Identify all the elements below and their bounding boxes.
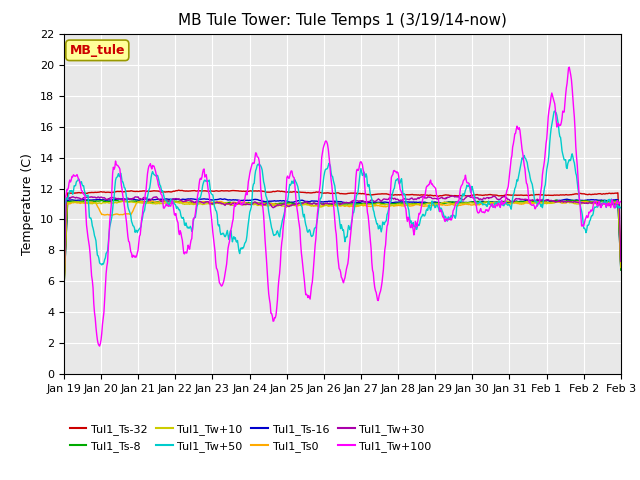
Tul1_Ts0: [401, 203, 408, 209]
Tul1_Tw+30: [228, 201, 236, 207]
Line: Tul1_Tw+10: Tul1_Tw+10: [64, 201, 621, 289]
Tul1_Ts-16: [432, 199, 440, 205]
Tul1_Ts-32: [228, 188, 236, 193]
Title: MB Tule Tower: Tule Temps 1 (3/19/14-now): MB Tule Tower: Tule Temps 1 (3/19/14-now…: [178, 13, 507, 28]
Tul1_Ts0: [277, 202, 285, 208]
Tul1_Ts0: [125, 211, 133, 217]
Tul1_Tw+10: [401, 201, 408, 207]
Tul1_Ts-32: [617, 263, 625, 268]
Tul1_Tw+30: [431, 196, 439, 202]
Tul1_Ts-8: [431, 200, 439, 206]
Line: Tul1_Ts-8: Tul1_Ts-8: [64, 200, 621, 288]
Tul1_Ts0: [159, 198, 166, 204]
Text: MB_tule: MB_tule: [70, 44, 125, 57]
Tul1_Tw+30: [255, 201, 263, 207]
Tul1_Ts-32: [256, 188, 264, 194]
Line: Tul1_Ts-16: Tul1_Ts-16: [64, 199, 621, 288]
Tul1_Tw+30: [276, 202, 284, 208]
Tul1_Ts0: [228, 200, 236, 205]
Y-axis label: Temperature (C): Temperature (C): [22, 153, 35, 255]
Tul1_Tw+50: [255, 163, 263, 168]
Tul1_Tw+10: [119, 198, 127, 204]
Line: Tul1_Ts0: Tul1_Ts0: [64, 201, 621, 289]
Tul1_Tw+10: [126, 199, 134, 205]
Tul1_Ts-32: [60, 281, 68, 287]
Tul1_Ts-8: [228, 200, 236, 205]
Tul1_Tw+10: [432, 201, 440, 207]
Legend: Tul1_Ts-32, Tul1_Ts-8, Tul1_Tw+10, Tul1_Tw+50, Tul1_Ts-16, Tul1_Ts0, Tul1_Tw+30,: Tul1_Ts-32, Tul1_Ts-8, Tul1_Tw+10, Tul1_…: [70, 424, 431, 452]
Tul1_Tw+10: [277, 203, 285, 208]
Tul1_Ts-32: [277, 189, 285, 194]
Line: Tul1_Tw+30: Tul1_Tw+30: [64, 196, 621, 287]
Tul1_Ts0: [432, 203, 440, 208]
Tul1_Ts0: [256, 201, 264, 206]
Tul1_Tw+30: [60, 284, 68, 289]
Tul1_Ts-8: [400, 200, 408, 206]
Tul1_Ts-8: [617, 267, 625, 273]
Tul1_Tw+30: [617, 259, 625, 264]
Tul1_Tw+30: [465, 193, 473, 199]
Tul1_Tw+100: [277, 247, 285, 253]
Tul1_Ts-32: [401, 192, 408, 197]
Tul1_Tw+10: [60, 286, 68, 292]
Tul1_Ts-8: [125, 199, 133, 204]
Tul1_Tw+30: [125, 196, 133, 202]
Tul1_Ts-16: [256, 198, 264, 204]
Tul1_Ts-16: [120, 196, 127, 202]
Tul1_Ts-32: [125, 188, 133, 194]
Tul1_Tw+100: [432, 186, 440, 192]
Tul1_Ts-16: [228, 197, 236, 203]
Tul1_Tw+30: [400, 196, 408, 202]
Tul1_Tw+100: [96, 343, 104, 349]
Tul1_Ts-16: [401, 199, 408, 204]
Tul1_Ts-8: [552, 197, 559, 203]
Tul1_Ts-16: [617, 267, 625, 273]
Tul1_Tw+50: [60, 287, 68, 292]
Tul1_Ts0: [60, 286, 68, 292]
Tul1_Ts-16: [277, 198, 285, 204]
Line: Tul1_Ts-32: Tul1_Ts-32: [64, 190, 621, 284]
Tul1_Tw+100: [256, 170, 264, 176]
Tul1_Tw+50: [276, 228, 284, 233]
Tul1_Ts-8: [60, 285, 68, 291]
Tul1_Tw+100: [401, 202, 408, 207]
Tul1_Tw+10: [256, 202, 264, 208]
Tul1_Tw+50: [228, 234, 236, 240]
Tul1_Tw+50: [617, 205, 625, 211]
Tul1_Tw+100: [228, 219, 236, 225]
Tul1_Ts-32: [432, 193, 440, 199]
Line: Tul1_Tw+50: Tul1_Tw+50: [64, 111, 621, 289]
Tul1_Ts-16: [126, 196, 134, 202]
Tul1_Tw+50: [431, 205, 439, 211]
Tul1_Ts0: [617, 264, 625, 270]
Tul1_Tw+50: [125, 208, 133, 214]
Tul1_Tw+50: [551, 108, 559, 114]
Tul1_Tw+100: [126, 244, 134, 250]
Tul1_Ts-32: [175, 187, 182, 193]
Tul1_Tw+100: [617, 199, 625, 204]
Tul1_Ts-16: [60, 285, 68, 290]
Line: Tul1_Tw+100: Tul1_Tw+100: [64, 67, 621, 346]
Tul1_Tw+10: [228, 203, 236, 208]
Tul1_Tw+50: [400, 192, 408, 197]
Tul1_Tw+10: [617, 264, 625, 270]
Tul1_Ts-8: [276, 200, 284, 206]
Tul1_Tw+100: [60, 284, 68, 290]
Tul1_Ts-8: [255, 200, 263, 206]
Tul1_Tw+100: [565, 64, 573, 70]
